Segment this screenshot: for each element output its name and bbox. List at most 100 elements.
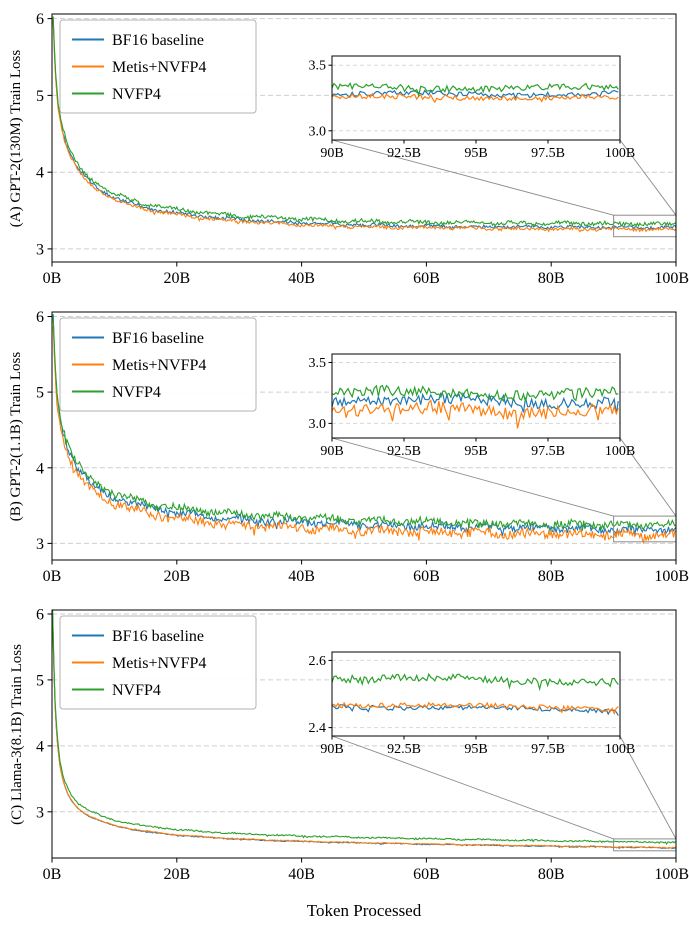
svg-text:90B: 90B [320,742,343,757]
svg-text:3: 3 [36,241,44,258]
inset-zoom: 90B 92.5B 95B 97.5B 100B 3.0 3.5 [309,353,635,459]
svg-text:60B: 60B [413,568,440,585]
zoom-connector-right [619,139,677,216]
panel-b-chart: 90B 92.5B 95B 97.5B 100B 3.0 3.5 0B 20B 40B 60B 80B… [0,298,689,598]
panel-a: (A) GPT-2(130M) Train Loss 90B 92.5B 95B 97… [0,0,689,298]
svg-text:6: 6 [36,11,44,28]
svg-text:BF16 baseline: BF16 baseline [112,32,204,49]
series-metis-nvfp4 [52,22,676,233]
panel-c-chart: 90B 92.5B 95B 97.5B 100B 2.4 2.6 0B 20B 40B 60B 80B… [0,596,689,896]
svg-text:95B: 95B [464,444,487,459]
inset-zoom: 90B 92.5B 95B 97.5B 100B 3.0 3.5 [309,55,635,161]
svg-text:4: 4 [36,165,44,182]
svg-text:40B: 40B [288,568,315,585]
svg-text:0B: 0B [43,568,62,585]
legend: BF16 baseline Metis+NVFP4 NVFP4 [59,19,257,114]
legend-item-nvfp4: NVFP4 [72,86,161,103]
svg-text:3.0: 3.0 [309,124,327,139]
zoom-connector-left [331,437,614,517]
panel-A-plot: 90B 92.5B 95B 97.5B 100B 3.0 3.5 0B 20B 40B 60B 80B… [36,11,689,287]
panel-B-plot: 90B 92.5B 95B 97.5B 100B 3.0 3.5 0B 20B 40B 60B 80B… [36,309,689,585]
panel-C-plot: 90B 92.5B 95B 97.5B 100B 2.4 2.6 0B 20B 40B 60B 80B… [36,607,689,884]
axes: 0B 20B 40B 60B 80B 100B 3 4 5 6 [36,11,689,287]
svg-text:20B: 20B [163,568,190,585]
inset-series-nvfp4 [332,81,619,98]
legend: BF16 baseline Metis+NVFP4 NVFP4 [59,317,257,412]
panel-a-chart: 90B 92.5B 95B 97.5B 100B 3.0 3.5 0B 20B 40B 60B 80B… [0,0,689,300]
legend-item-metis-nvfp4: Metis+NVFP4 [72,357,206,374]
svg-text:4: 4 [36,738,44,755]
axes: 0B 20B 40B 60B 80B 100B 3 4 5 6 [36,607,689,884]
svg-text:NVFP4: NVFP4 [112,86,161,103]
svg-text:5: 5 [36,385,44,402]
svg-text:BF16 baseline: BF16 baseline [112,628,204,645]
svg-text:3.0: 3.0 [309,417,327,432]
panel-c: (C) Llama-3(8.1B) Train Loss 90B 92.5B 95B… [0,596,689,902]
series-metis-nvfp4 [52,326,676,545]
series-metis-nvfp4 [52,613,676,849]
svg-text:3: 3 [36,536,44,553]
legend-item-metis-nvfp4: Metis+NVFP4 [72,59,206,76]
svg-text:97.5B: 97.5B [531,742,565,757]
svg-text:100B: 100B [654,568,689,585]
svg-text:80B: 80B [538,270,565,287]
svg-text:100B: 100B [654,270,689,287]
svg-text:5: 5 [36,672,44,689]
svg-text:40B: 40B [288,270,315,287]
svg-text:3.5: 3.5 [309,59,327,74]
svg-text:95B: 95B [464,146,487,161]
svg-text:Metis+NVFP4: Metis+NVFP4 [112,59,206,76]
zoom-connector-left [331,139,614,216]
svg-text:NVFP4: NVFP4 [112,682,161,699]
svg-text:0B: 0B [43,866,62,883]
svg-text:92.5B: 92.5B [387,742,421,757]
svg-text:2.6: 2.6 [309,654,327,669]
legend-item-bf16-baseline: BF16 baseline [72,32,204,49]
x-axis-label: Token Processed [306,901,422,920]
inset-series-metis-nvfp4 [332,701,619,716]
svg-text:95B: 95B [464,742,487,757]
legend: BF16 baseline Metis+NVFP4 NVFP4 [59,615,257,710]
svg-text:40B: 40B [288,866,315,883]
svg-text:90B: 90B [320,444,343,459]
series-nvfp4 [52,610,676,846]
zoom-connector-right [619,437,677,517]
svg-text:3: 3 [36,804,44,821]
legend-item-nvfp4: NVFP4 [72,384,161,401]
svg-text:Metis+NVFP4: Metis+NVFP4 [112,655,206,672]
svg-text:20B: 20B [163,866,190,883]
svg-text:60B: 60B [413,270,440,287]
inset-zoom: 90B 92.5B 95B 97.5B 100B 2.4 2.6 [309,651,635,757]
svg-text:100B: 100B [654,866,689,883]
svg-text:100B: 100B [605,444,635,459]
svg-text:2.4: 2.4 [309,721,327,736]
svg-text:80B: 80B [538,568,565,585]
zoom-connector-left [331,735,614,840]
svg-text:97.5B: 97.5B [531,444,565,459]
legend-item-bf16-baseline: BF16 baseline [72,330,204,347]
legend-item-bf16-baseline: BF16 baseline [72,628,204,645]
axes: 0B 20B 40B 60B 80B 100B 3 4 5 6 [36,309,689,585]
svg-text:90B: 90B [320,146,343,161]
zoom-connector-right [619,735,677,840]
svg-text:3.5: 3.5 [309,356,327,371]
svg-text:60B: 60B [413,866,440,883]
inset-series-metis-nvfp4 [332,399,619,429]
svg-text:6: 6 [36,607,44,624]
svg-text:5: 5 [36,88,44,105]
svg-text:NVFP4: NVFP4 [112,384,161,401]
svg-text:92.5B: 92.5B [387,146,421,161]
svg-text:Metis+NVFP4: Metis+NVFP4 [112,357,206,374]
legend-item-metis-nvfp4: Metis+NVFP4 [72,655,206,672]
svg-text:100B: 100B [605,742,635,757]
series-nvfp4 [52,317,676,532]
inset-series-bf16-baseline [332,391,619,414]
svg-text:4: 4 [36,460,44,477]
series-nvfp4 [52,16,676,228]
inset-series-nvfp4 [332,384,619,403]
panel-b: (B) GPT-2(1.1B) Train Loss 90B 92.5B 95B 97… [0,298,689,596]
svg-text:6: 6 [36,309,44,326]
inset-series-metis-nvfp4 [332,92,619,104]
inset-series-nvfp4 [332,672,619,692]
